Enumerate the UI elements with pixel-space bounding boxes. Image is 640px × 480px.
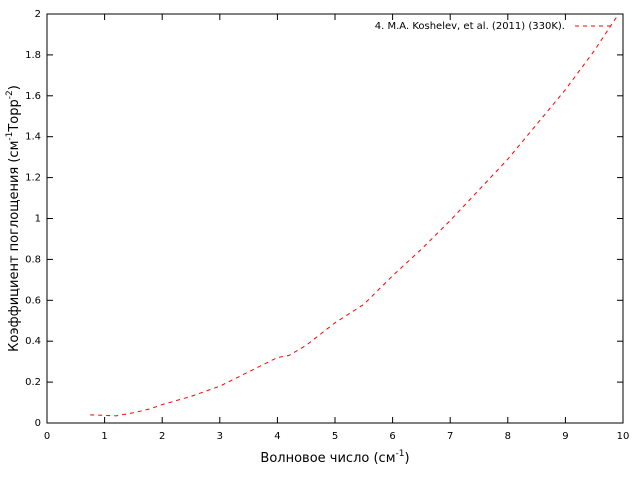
y-tick-label: 1.8	[25, 50, 41, 61]
x-tick-label: 1	[101, 431, 107, 442]
x-tick-label: 8	[505, 431, 511, 442]
label-text: Коэффициент поглощения (см	[7, 141, 22, 352]
x-tick-label: 0	[44, 431, 50, 442]
y-tick-label: 1.6	[25, 91, 41, 102]
y-tick-label: 1	[35, 214, 41, 225]
ylabel-label: Коэффициент поглощения (см-1Торр-2)	[5, 85, 22, 352]
x-tick-label: 7	[447, 431, 453, 442]
superscript: -1	[5, 132, 15, 141]
label-text: Волновое число (см	[260, 451, 395, 466]
x-tick-label: 4	[274, 431, 280, 442]
legend-label: 4. M.A. Koshelev, et al. (2011) (330K).	[375, 21, 565, 32]
label-text: )	[404, 451, 409, 466]
y-tick-label: 0.4	[25, 336, 41, 347]
y-tick-label: 1.4	[25, 132, 41, 143]
y-tick-label: 1.2	[25, 173, 41, 184]
y-tick-label: 0.8	[25, 254, 41, 265]
x-tick-label: 5	[332, 431, 338, 442]
x-tick-label: 10	[617, 431, 630, 442]
y-tick-label: 0.6	[25, 295, 41, 306]
xlabel-label: Волновое число (см-1)	[260, 449, 409, 466]
superscript: -2	[5, 90, 15, 99]
x-tick-label: 6	[389, 431, 395, 442]
x-tick-label: 9	[562, 431, 568, 442]
y-tick-label: 0	[35, 418, 41, 429]
plot-frame	[46, 13, 624, 424]
data-line	[90, 15, 618, 417]
x-tick-label: 2	[159, 431, 165, 442]
x-tick-label: 3	[217, 431, 223, 442]
label-text: Торр	[7, 99, 22, 132]
y-tick-label: 0.2	[25, 377, 41, 388]
label-text: )	[7, 85, 22, 90]
y-tick-label: 2	[35, 9, 41, 20]
superscript: -1	[396, 449, 405, 459]
